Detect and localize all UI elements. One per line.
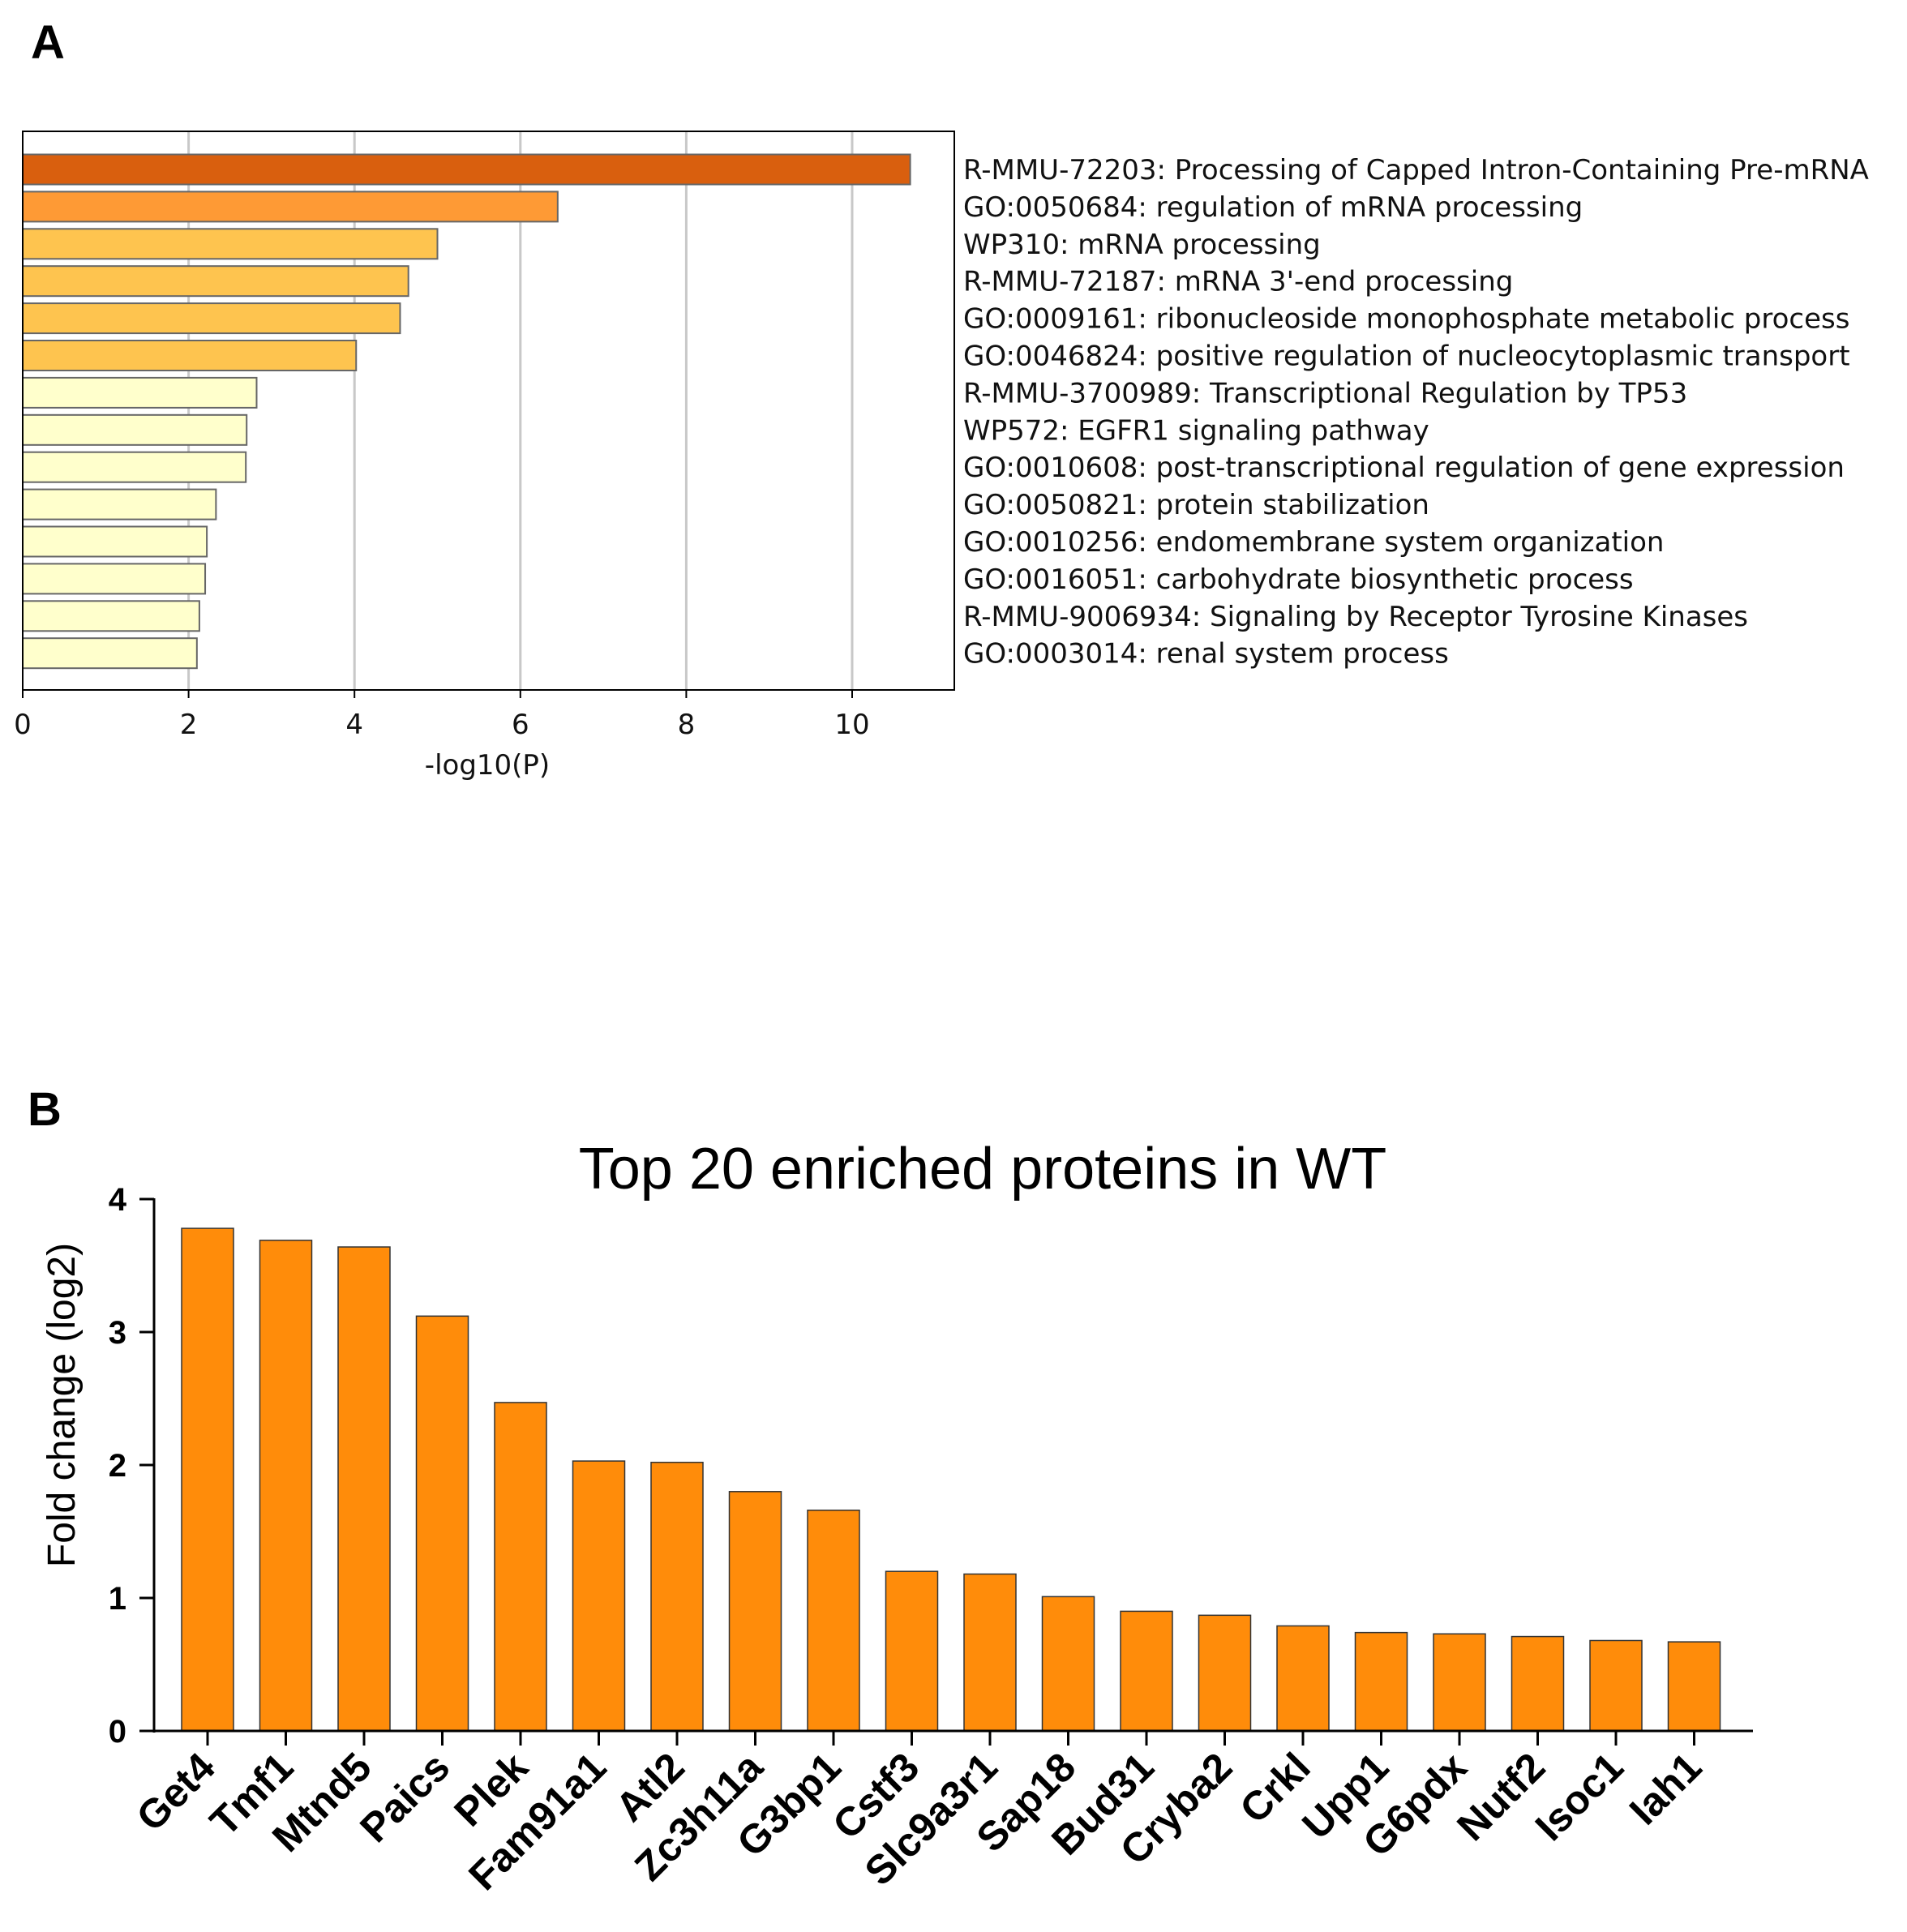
panel-a-bar-6 bbox=[22, 376, 258, 409]
panel-a-term-label-6: R-MMU-3700989: Transcriptional Regulatio… bbox=[963, 377, 1687, 409]
panel-b-y-axis-label: Fold change (log2) bbox=[41, 1243, 84, 1567]
panel-a-term-label-10: GO:0010256: endomembrane system organiza… bbox=[963, 526, 1664, 559]
panel-a-bar-4 bbox=[22, 302, 401, 335]
panel-b-bar-4 bbox=[494, 1402, 547, 1732]
panel-a-x-axis-label: -log10(P) bbox=[425, 749, 550, 782]
panel-b-title: Top 20 enriched proteins in WT bbox=[579, 1137, 1387, 1202]
panel-b-bar-14 bbox=[1276, 1625, 1330, 1732]
panel-b-bar-2 bbox=[337, 1246, 391, 1732]
panel-b-bar-15 bbox=[1354, 1631, 1408, 1732]
panel-a-tick-label-0: 0 bbox=[14, 709, 32, 741]
panel-a-bar-0 bbox=[22, 153, 911, 186]
panel-b-bar-0 bbox=[181, 1227, 234, 1732]
panel-b-bar-3 bbox=[415, 1315, 469, 1732]
panel-b-bar-13 bbox=[1198, 1614, 1252, 1732]
panel-b-y-tick-label-3: 3 bbox=[109, 1315, 126, 1351]
panel-b-bar-5 bbox=[572, 1460, 626, 1732]
panel-a-term-labels: R-MMU-72203: Processing of Capped Intron… bbox=[963, 154, 1869, 670]
panel-a-bar-12 bbox=[22, 600, 200, 632]
panel-a-term-label-3: R-MMU-72187: mRNA 3'-end processing bbox=[963, 266, 1513, 298]
panel-a-x-ticks: 0 2 4 6 8 10 bbox=[14, 690, 870, 741]
panel-a-term-label-0: R-MMU-72203: Processing of Capped Intron… bbox=[963, 154, 1869, 186]
panel-a-term-label-1: GO:0050684: regulation of mRNA processin… bbox=[963, 191, 1583, 224]
panel-b-bar-8 bbox=[807, 1510, 860, 1732]
panel-a-tick-label-1: 2 bbox=[180, 709, 198, 741]
panel-a-letter: A bbox=[31, 16, 65, 69]
panel-a-term-label-12: R-MMU-9006934: Signaling by Receptor Tyr… bbox=[963, 601, 1748, 633]
panel-a-bar-3 bbox=[22, 265, 409, 298]
panel-a-term-label-11: GO:0016051: carbohydrate biosynthetic pr… bbox=[963, 563, 1634, 596]
panel-a-bar-5 bbox=[22, 340, 358, 371]
panel-a-term-label-9: GO:0050821: protein stabilization bbox=[963, 489, 1429, 521]
panel-a-tick-label-5: 10 bbox=[834, 709, 869, 741]
panel-a-term-label-5: GO:0046824: positive regulation of nucle… bbox=[963, 341, 1850, 373]
panel-a-bar-8 bbox=[22, 451, 247, 483]
panel-b-bar-18 bbox=[1589, 1639, 1643, 1732]
panel-b-bar-1 bbox=[259, 1240, 313, 1732]
panel-b-letter: B bbox=[28, 1083, 62, 1136]
panel-a-bar-11 bbox=[22, 563, 207, 595]
panel-a-gridlines bbox=[187, 131, 854, 690]
panel-b-bar-6 bbox=[650, 1461, 704, 1732]
panel-b-bar-12 bbox=[1120, 1610, 1173, 1732]
panel-b-bar-9 bbox=[885, 1570, 939, 1732]
panel-a-chart: 0 2 4 6 8 10 R-MMU-72203: Processing of Cappe… bbox=[14, 131, 1869, 782]
panel-a-term-label-8: GO:0010608: post-transcriptional regulat… bbox=[963, 452, 1845, 484]
panel-b-y-tick-label-1: 1 bbox=[109, 1581, 126, 1617]
panel-b-bars bbox=[181, 1227, 1721, 1732]
panel-b-bar-11 bbox=[1041, 1596, 1095, 1732]
panel-a-bar-2 bbox=[22, 228, 439, 260]
panel-a-term-label-7: WP572: EGFR1 signaling pathway bbox=[963, 414, 1429, 447]
panel-a-bar-9 bbox=[22, 488, 217, 520]
panel-a-bar-10 bbox=[22, 525, 208, 558]
panel-b-bar-19 bbox=[1667, 1641, 1721, 1732]
panel-b-y-tick-label-2: 2 bbox=[109, 1448, 126, 1484]
panel-b-y-ticks: 0 1 2 3 4 bbox=[109, 1182, 154, 1750]
panel-b-bar-17 bbox=[1511, 1635, 1565, 1732]
panel-b-y-tick-label-4: 4 bbox=[109, 1182, 127, 1218]
panel-a-frame bbox=[22, 131, 955, 691]
panel-a-bar-13 bbox=[22, 637, 198, 670]
panel-b-bar-16 bbox=[1433, 1633, 1486, 1732]
panel-a-term-label-2: WP310: mRNA processing bbox=[963, 229, 1321, 261]
panel-b-bar-7 bbox=[728, 1491, 782, 1732]
panel-a-tick-label-4: 8 bbox=[678, 709, 696, 741]
panel-a-tick-label-2: 4 bbox=[345, 709, 363, 741]
panel-a-bar-1 bbox=[22, 191, 559, 223]
panel-a-term-label-13: GO:0003014: renal system process bbox=[963, 638, 1449, 670]
panel-a-tick-label-3: 6 bbox=[512, 709, 529, 741]
panel-a-bar-7 bbox=[22, 413, 248, 446]
panel-b-y-tick-label-0: 0 bbox=[109, 1714, 126, 1750]
panel-b-bar-10 bbox=[963, 1573, 1017, 1732]
panel-a-term-label-4: GO:0009161: ribonucleoside monophosphate… bbox=[963, 303, 1849, 336]
